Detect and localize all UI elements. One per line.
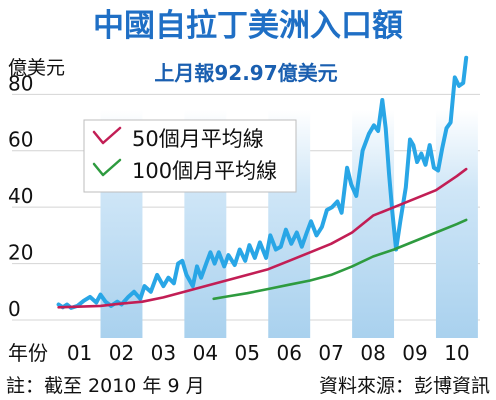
legend-swatch: [92, 126, 122, 145]
legend-label: 50個月平均線: [132, 127, 264, 151]
x-tick-label: 01: [67, 341, 92, 365]
legend-box: [83, 119, 297, 193]
x-tick-label: 08: [360, 341, 385, 365]
legend-swatch: [92, 158, 122, 177]
legend-label: 100個月平均線: [132, 159, 277, 183]
x-axis-label: 年份: [8, 341, 48, 365]
x-tick-label: 10: [444, 341, 469, 365]
y-tick-label: 20: [8, 241, 33, 265]
series-line: [57, 167, 468, 309]
x-tick-label: 05: [235, 341, 260, 365]
y-tick-label: 0: [8, 297, 21, 321]
x-tick-label: 03: [151, 341, 176, 365]
x-tick-label: 07: [318, 341, 343, 365]
x-tick-label: 06: [276, 341, 301, 365]
series-line: [56, 55, 469, 310]
x-tick-label: 02: [109, 341, 134, 365]
legend: 50個月平均線 100個月平均線: [83, 119, 297, 193]
footnote-source: 資料來源：彭博資訊: [319, 375, 490, 397]
x-tick-label: 09: [402, 341, 427, 365]
y-tick-label: 40: [8, 184, 33, 208]
y-axis-unit: 億美元: [8, 57, 65, 79]
series-lines: [56, 55, 469, 310]
x-tick-label: 04: [193, 341, 218, 365]
series-line: [212, 218, 468, 301]
chart-title: 中國自拉丁美洲入口額: [93, 8, 403, 44]
x-axis-ticks: 01 02 03 04 05 06 07 08 09 10: [67, 341, 470, 365]
y-axis-ticks: 0 20 40 60 80: [8, 71, 33, 321]
latest-value-annotation: 上月報92.97億美元: [154, 61, 337, 85]
y-tick-label: 80: [8, 71, 33, 95]
footnote-date: 註：截至 2010 年 9 月: [6, 375, 205, 397]
y-tick-label: 60: [8, 128, 33, 152]
